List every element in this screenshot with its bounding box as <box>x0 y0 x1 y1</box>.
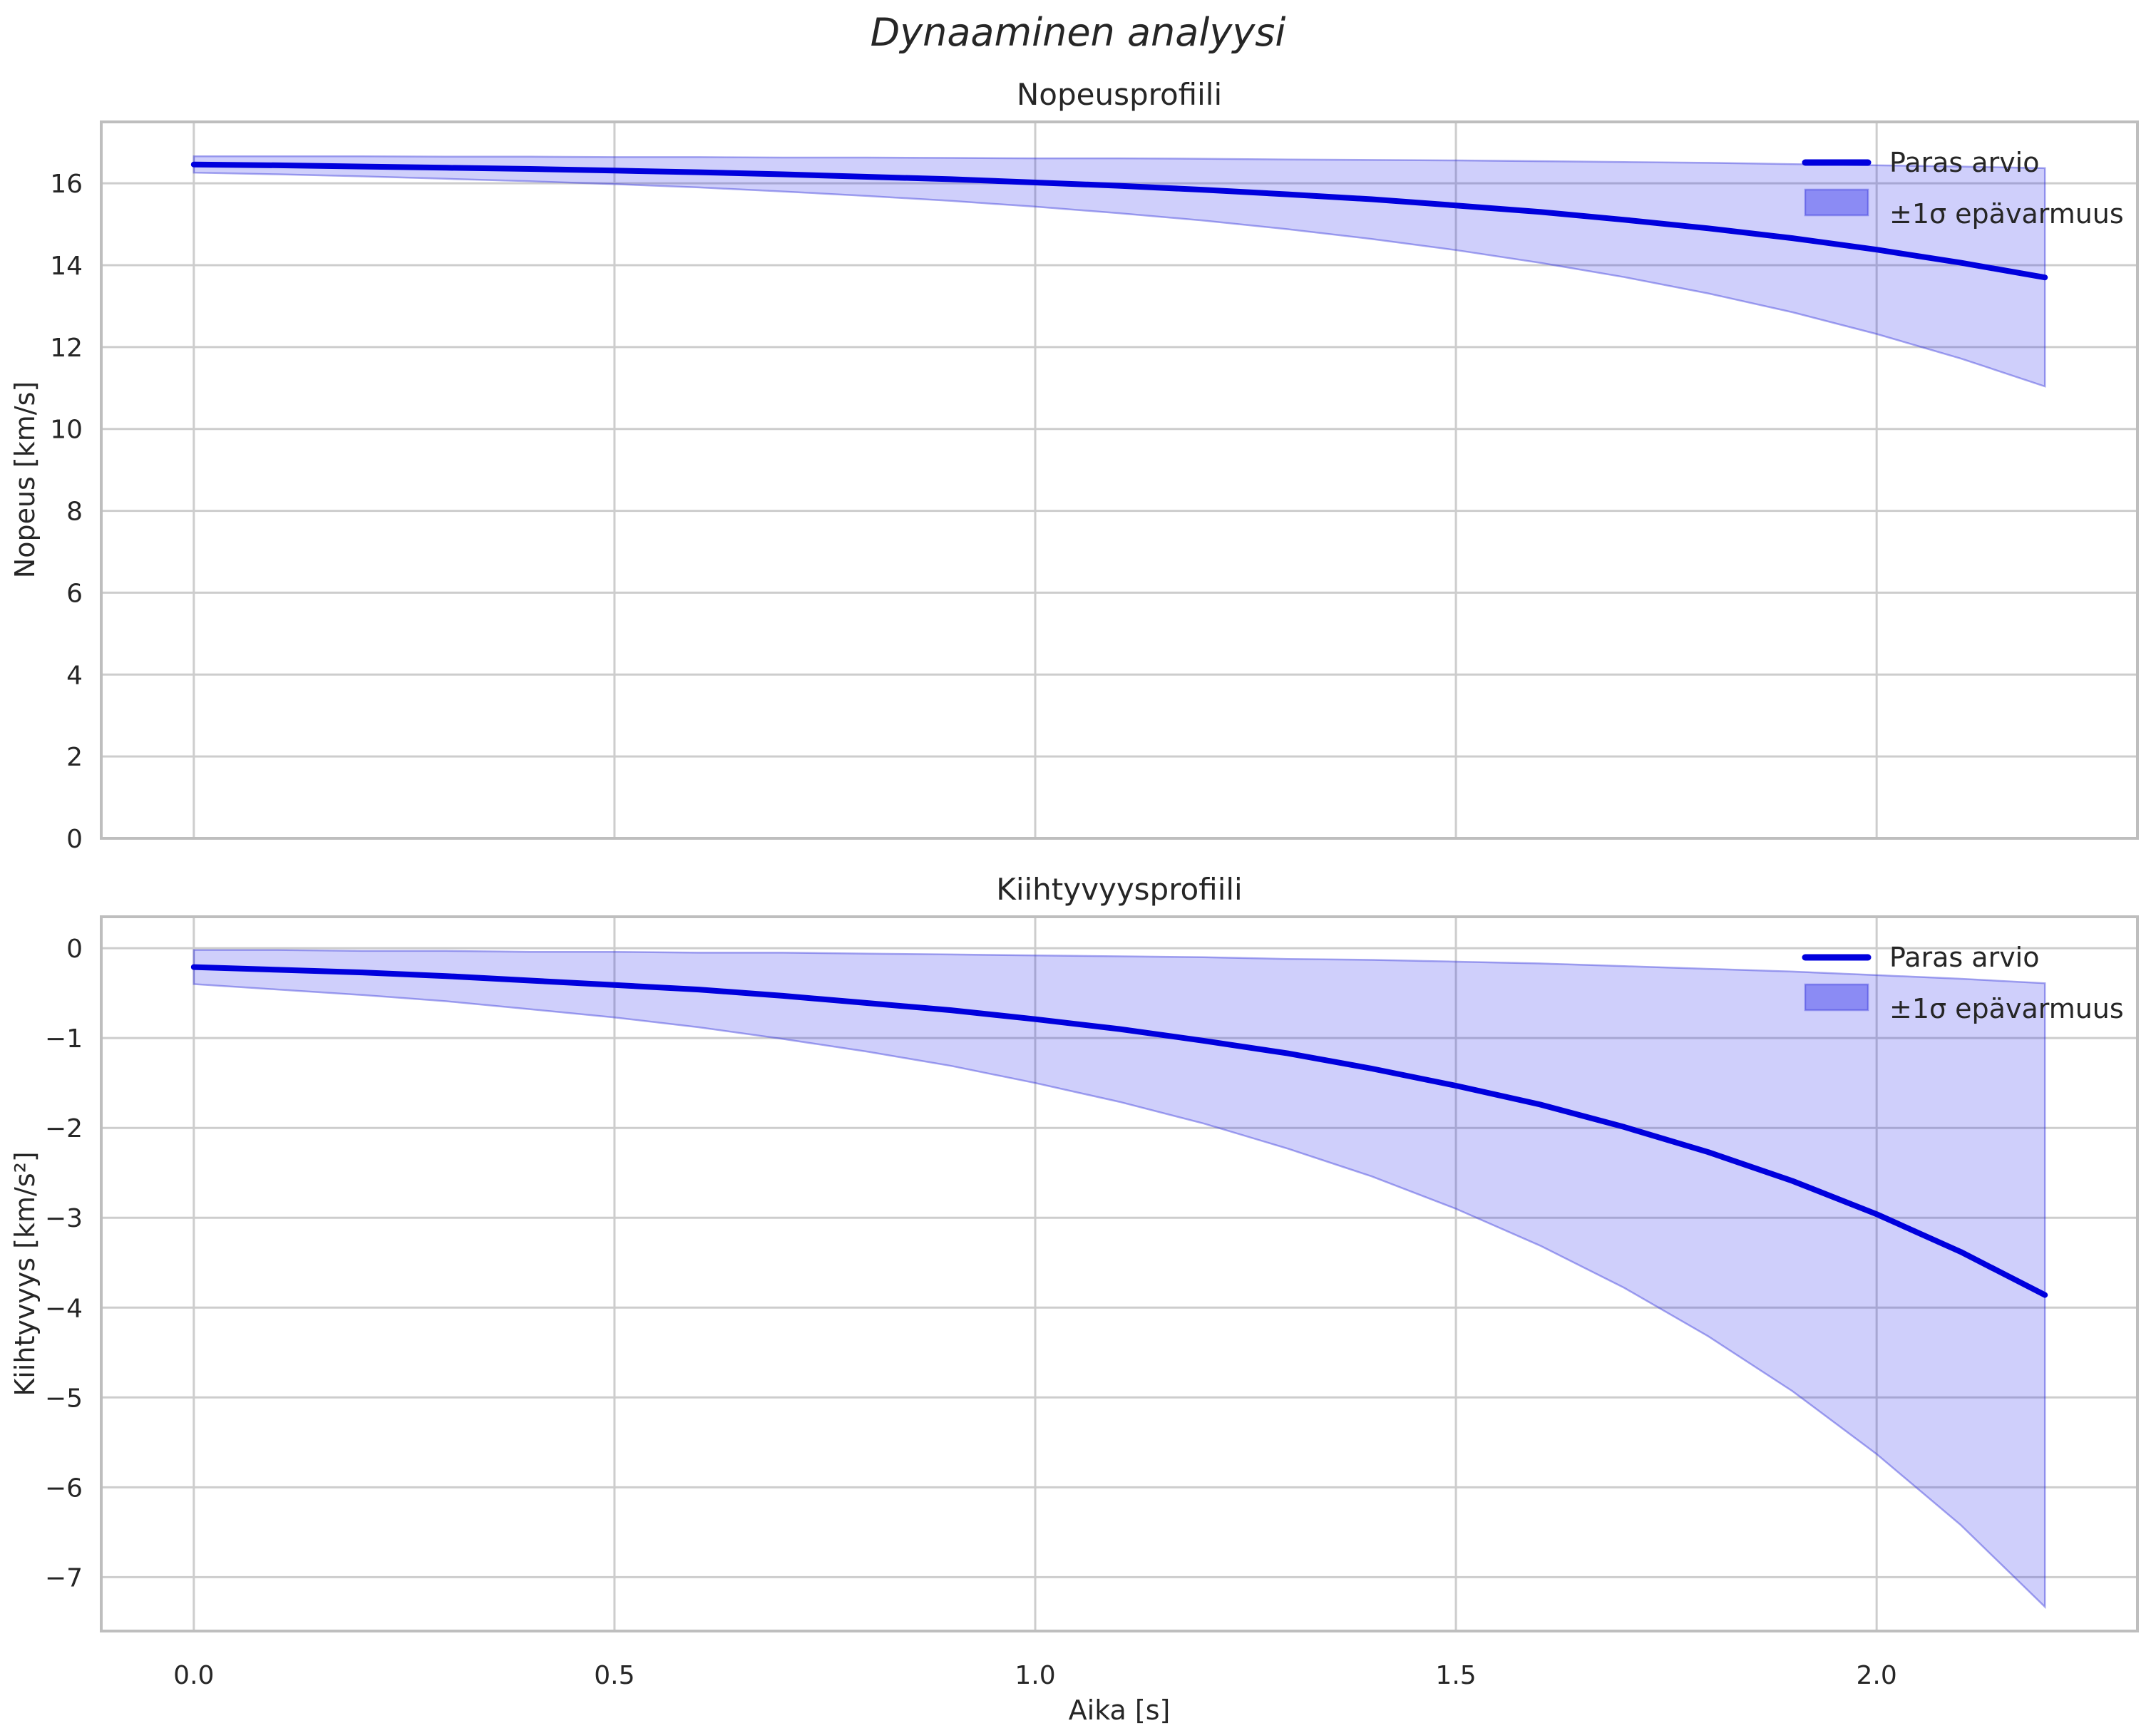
velocity-plot-area: 0 2 4 6 8 10 12 14 16 Paras arvio ±1σ epävarmuus <box>50 120 2139 854</box>
y-tick-label: −3 <box>45 1204 83 1233</box>
uncertainty-band <box>192 949 2046 1609</box>
legend-label-band: ±1σ epävarmuus <box>1889 993 2124 1024</box>
figure-title: Dynaaminen analyysi <box>871 10 1286 55</box>
acceleration-plot-area: 0 −1 −2 −3 −4 −5 −6 −7 0.0 0.5 1.0 1.5 2.0 Paras arvi… <box>45 915 2139 1690</box>
acceleration-subplot: Kiihtyvyysprofiili Kiihtyvyys [km/s²] 0 −… <box>9 872 2139 1726</box>
legend-patch-sample <box>1804 188 1869 217</box>
y-tick-label: −5 <box>45 1384 83 1413</box>
y-tick-label: 16 <box>50 170 83 199</box>
y-tick-label: −7 <box>45 1563 83 1593</box>
y-tick-label: 12 <box>50 334 83 363</box>
y-tick-label: 10 <box>50 416 83 445</box>
y-tick-label: −1 <box>45 1024 83 1054</box>
legend-patch-sample <box>1804 983 1869 1012</box>
legend-label-line: Paras arvio <box>1889 147 2039 178</box>
best-estimate-line <box>190 161 2048 281</box>
axes-spine <box>100 915 2139 1632</box>
legend-label-band: ±1σ epävarmuus <box>1889 198 2124 230</box>
y-tick-label: 8 <box>66 498 83 527</box>
legend-label-line: Paras arvio <box>1889 942 2039 973</box>
y-tick-label: 14 <box>50 252 83 281</box>
y-tick-label: −4 <box>45 1294 83 1323</box>
y-tick-label: 4 <box>66 661 83 690</box>
x-tick-label: 0.0 <box>173 1661 214 1690</box>
axes-spine <box>100 120 2139 840</box>
acceleration-subplot-title: Kiihtyvyysprofiili <box>996 872 1242 907</box>
x-tick-label: 1.0 <box>1015 1661 1055 1690</box>
y-tick-label: 0 <box>66 935 83 964</box>
velocity-y-axis-label: Nopeus [km/s] <box>9 381 41 578</box>
acceleration-y-axis-label: Kiihtyvyys [km/s²] <box>9 1151 41 1396</box>
y-tick-label: −6 <box>45 1474 83 1503</box>
x-tick-label: 1.5 <box>1435 1661 1476 1690</box>
uncertainty-band <box>192 155 2046 388</box>
y-tick-label: −2 <box>45 1114 83 1143</box>
y-tick-label: 6 <box>66 579 83 608</box>
velocity-subplot-title: Nopeusprofiili <box>1017 77 1222 112</box>
x-tick-label: 0.5 <box>594 1661 635 1690</box>
best-estimate-line <box>190 964 2048 1298</box>
y-tick-label: 0 <box>66 825 83 854</box>
x-tick-label: 2.0 <box>1857 1661 1897 1690</box>
velocity-subplot: Nopeusprofiili Nopeus [km/s] 0 2 4 6 8 10 12 14… <box>9 77 2139 854</box>
x-axis-label: Aika [s] <box>1069 1694 1171 1726</box>
y-tick-label: 2 <box>66 743 83 772</box>
